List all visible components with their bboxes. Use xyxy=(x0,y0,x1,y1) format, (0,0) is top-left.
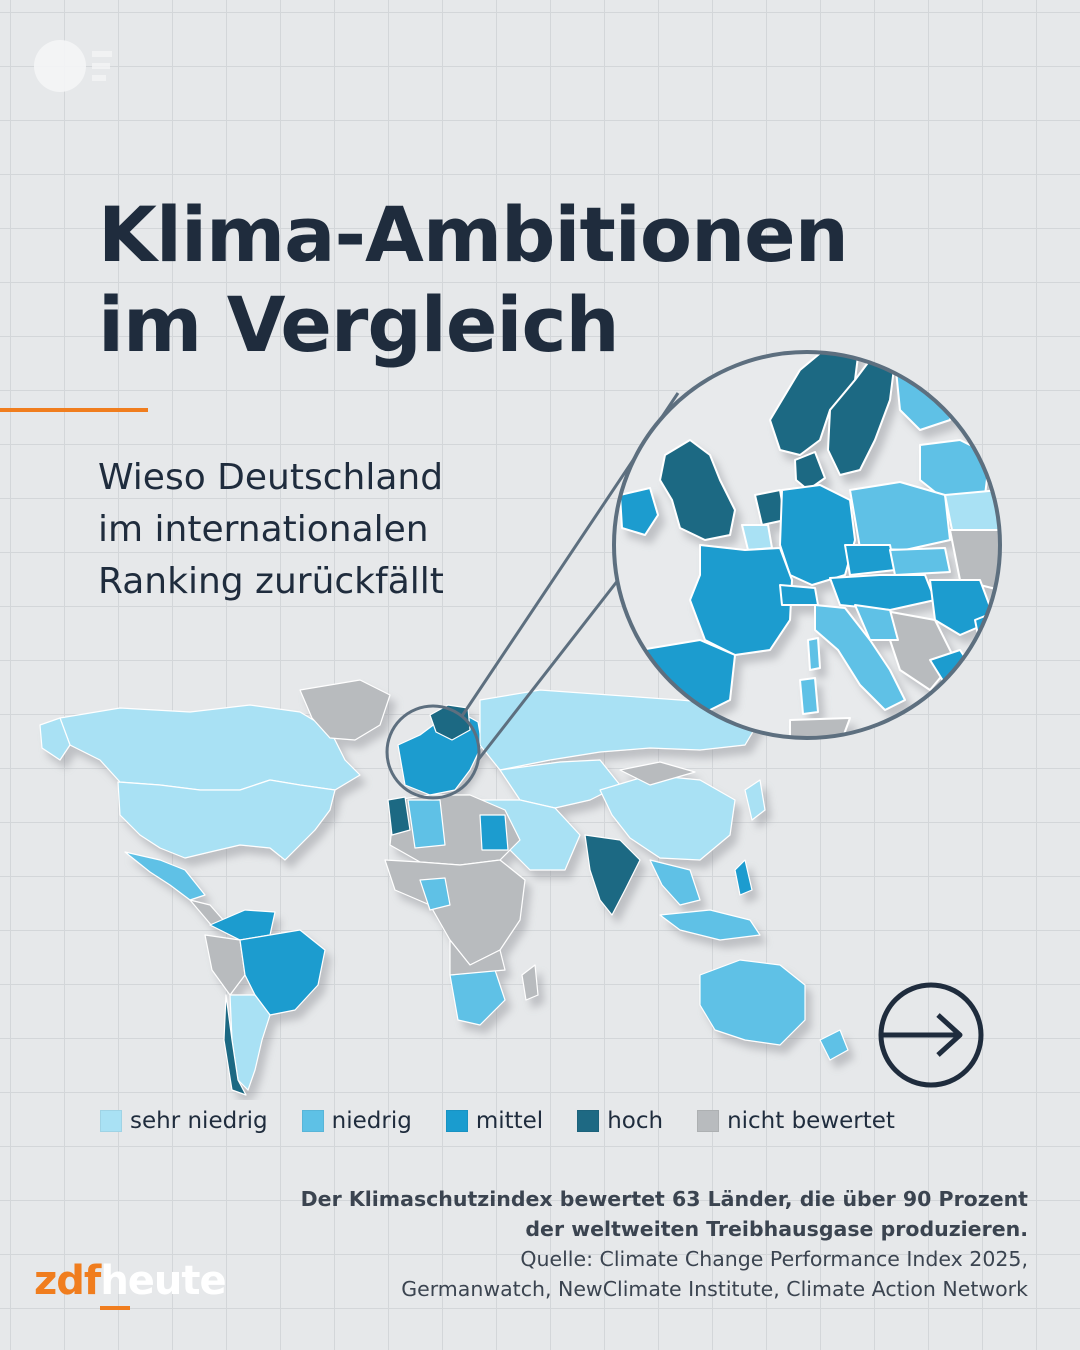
region-chile xyxy=(223,994,247,1096)
zoom-africa-edge xyxy=(789,717,851,738)
region-algeria xyxy=(407,799,446,849)
region-usa xyxy=(117,779,336,861)
legend-label: nicht bewertet xyxy=(727,1108,895,1134)
region-new-zealand xyxy=(819,1029,849,1061)
legend-item-niedrig: niedrig xyxy=(301,1108,412,1134)
region-peru-bolivia xyxy=(204,934,246,996)
title-line-2: im Vergleich xyxy=(98,280,620,369)
brand-heute: heute xyxy=(100,1258,226,1304)
legend-item-nicht-bewertet: nicht bewertet xyxy=(697,1108,895,1134)
footer-note: Der Klimaschutzindex bewertet 63 Länder,… xyxy=(301,1184,1028,1304)
region-southeast-asia xyxy=(649,859,701,906)
zoom-slovakia xyxy=(889,547,951,576)
legend-swatch xyxy=(100,1110,122,1132)
source-line-1: Quelle: Climate Change Performance Index… xyxy=(520,1247,1028,1271)
legend-label: niedrig xyxy=(331,1108,412,1134)
region-southern-africa xyxy=(449,939,506,976)
zoom-sweden xyxy=(827,359,896,476)
world-map xyxy=(39,350,1002,1096)
zoom-belgium xyxy=(741,524,773,551)
region-nigeria xyxy=(419,877,451,911)
legend-swatch xyxy=(301,1110,324,1132)
region-japan xyxy=(744,779,766,821)
title-line-1: Klima-Ambitionen xyxy=(98,190,849,279)
region-indonesia xyxy=(659,909,761,941)
zoom-croatia-slovenia xyxy=(854,604,899,641)
subtitle-line-3: Ranking zurückfällt xyxy=(98,561,444,602)
note-line-2: der weltweiten Treibhausgase produzieren… xyxy=(525,1217,1028,1241)
source-line-2: Germanwatch, NewClimate Institute, Clima… xyxy=(401,1277,1028,1301)
subtitle-line-2: im internationalen xyxy=(98,509,429,550)
region-alaska xyxy=(39,717,71,761)
region-australia xyxy=(699,959,806,1046)
region-greenland xyxy=(299,679,391,741)
zoom-uk xyxy=(659,439,736,541)
region-egypt xyxy=(479,814,509,851)
legend-swatch xyxy=(445,1110,468,1132)
zdfheute-logo: zdfheute xyxy=(34,1258,227,1304)
zoom-switzerland xyxy=(779,584,819,606)
page-title: Klima-Ambitionen im Vergleich xyxy=(98,190,849,370)
legend-item-sehr-niedrig: sehr niedrig xyxy=(100,1108,268,1134)
zoom-turkey-edge xyxy=(974,609,1000,681)
subtitle: Wieso Deutschland im internationalen Ran… xyxy=(98,452,444,608)
legend-item-mittel: mittel xyxy=(445,1108,544,1134)
map-legend: sehr niedrig niedrig mittel hoch nicht b… xyxy=(100,1108,929,1134)
region-central-africa xyxy=(384,859,526,966)
legend-item-hoch: hoch xyxy=(577,1108,663,1134)
zoom-italy xyxy=(814,604,906,711)
zoom-circle-border xyxy=(612,350,1002,740)
arrow-right-circle-icon[interactable] xyxy=(876,982,986,1092)
legend-swatch xyxy=(577,1110,600,1132)
region-south-africa xyxy=(449,969,506,1026)
zoom-germany xyxy=(779,484,856,586)
zoom-ireland xyxy=(619,487,659,536)
zoom-denmark xyxy=(794,451,826,491)
region-mongolia xyxy=(619,761,696,786)
region-colombia-venezuela xyxy=(209,909,276,941)
europe-zoom-inset xyxy=(612,350,1002,740)
zoom-france xyxy=(689,544,793,656)
focus-circle xyxy=(385,704,481,800)
legend-label: mittel xyxy=(475,1108,544,1134)
zoom-poland xyxy=(849,481,951,551)
region-madagascar xyxy=(521,964,539,1001)
region-mexico xyxy=(124,851,206,901)
accent-line xyxy=(0,408,148,412)
connector-line-bottom xyxy=(476,574,624,761)
region-philippines xyxy=(734,859,753,896)
zdf-logo-icon xyxy=(34,40,112,92)
brand-zdf: zdf xyxy=(34,1258,101,1304)
legend-label: hoch xyxy=(607,1108,664,1134)
note-line-1: Der Klimaschutzindex bewertet 63 Länder,… xyxy=(300,1187,1028,1211)
region-india xyxy=(584,834,641,916)
legend-label: sehr niedrig xyxy=(130,1108,268,1134)
subtitle-line-1: Wieso Deutschland xyxy=(98,457,444,498)
zoom-corsica xyxy=(807,637,821,671)
legend-swatch xyxy=(697,1110,720,1132)
region-brazil xyxy=(239,929,326,1016)
zoom-ukraine-east xyxy=(949,529,1000,591)
zoom-czechia xyxy=(844,544,896,576)
zoom-sardinia xyxy=(799,677,819,715)
region-morocco xyxy=(387,796,411,836)
